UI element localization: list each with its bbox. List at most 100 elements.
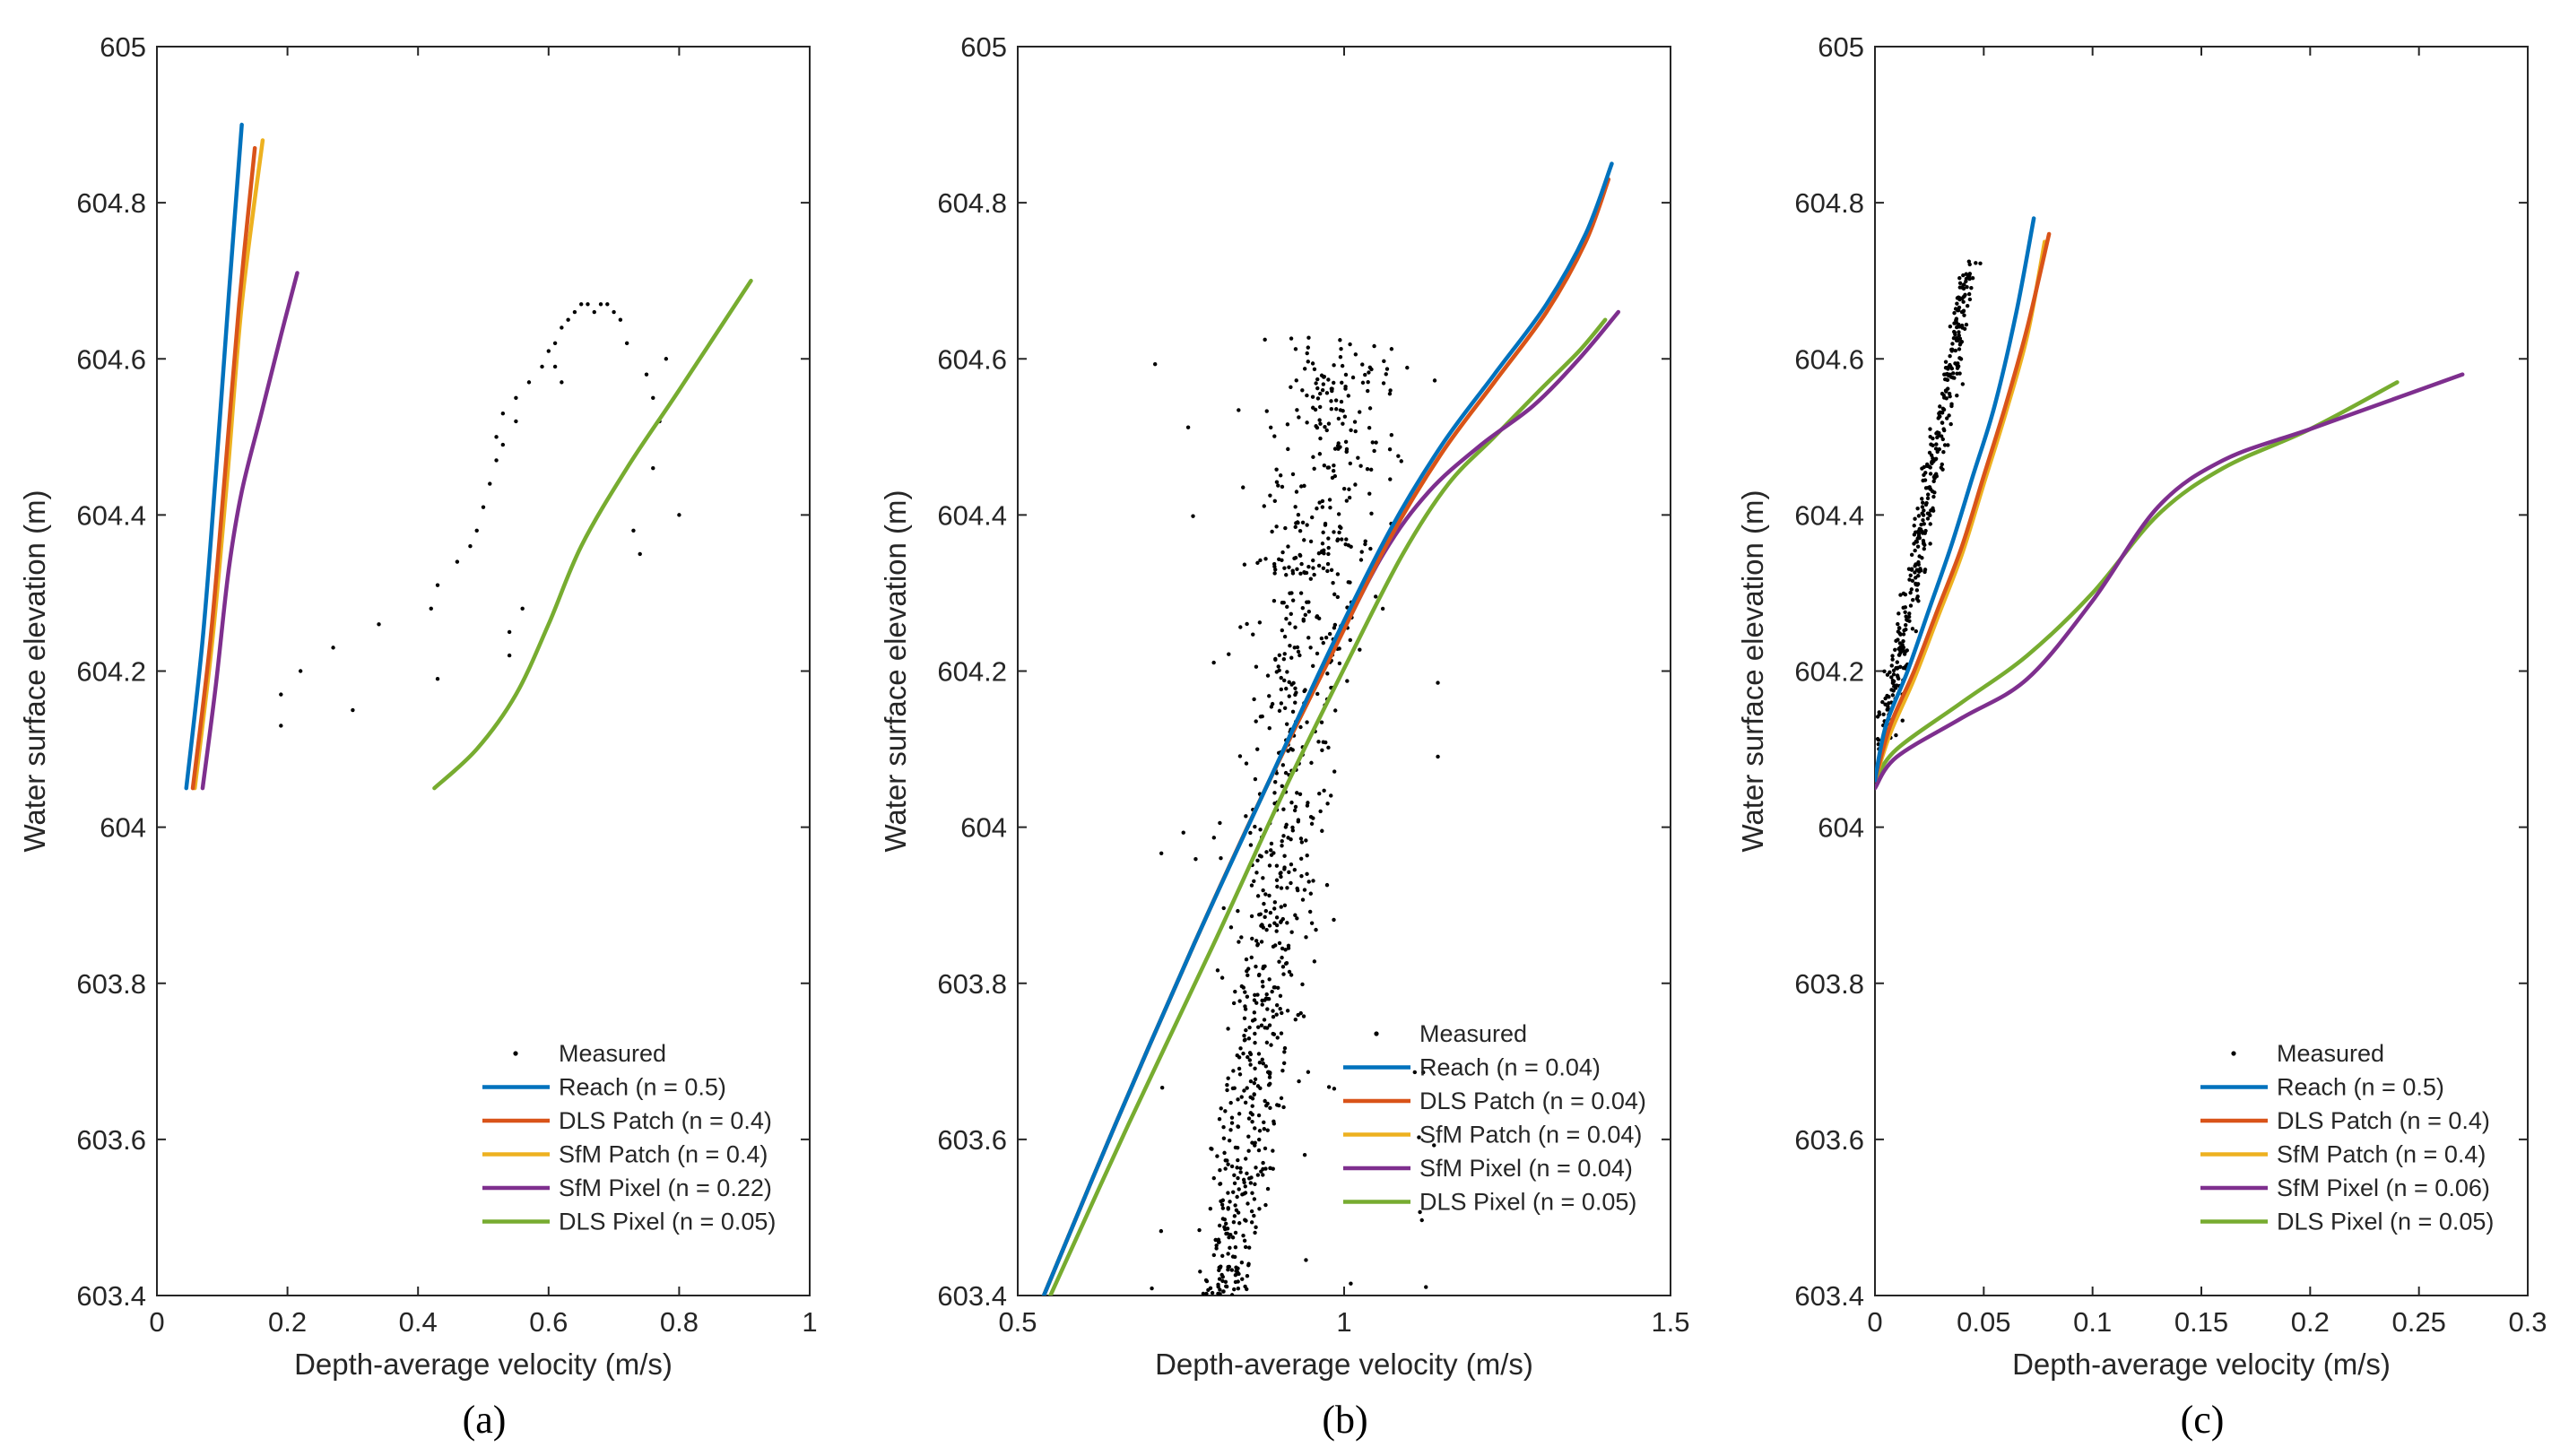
measured-point xyxy=(1247,1176,1252,1181)
measured-point xyxy=(1304,1258,1308,1262)
measured-point xyxy=(1321,740,1326,744)
measured-point xyxy=(1293,1017,1298,1022)
legend-label: Reach (n = 0.04) xyxy=(1419,1054,1601,1081)
measured-point xyxy=(1258,558,1263,563)
measured-point xyxy=(1309,760,1314,766)
measured-point xyxy=(1931,494,1936,499)
measured-point xyxy=(1314,381,1318,386)
measured-point xyxy=(1904,614,1908,619)
measured-point xyxy=(566,317,570,322)
measured-point xyxy=(1275,884,1280,889)
measured-point xyxy=(1282,706,1288,711)
measured-point xyxy=(1338,338,1342,342)
measured-point xyxy=(1292,808,1298,813)
measured-point xyxy=(1321,640,1325,646)
measured-point xyxy=(1367,426,1372,430)
measured-point xyxy=(1952,376,1957,380)
measured-point xyxy=(1921,518,1925,523)
measured-point xyxy=(1942,443,1948,447)
measured-point xyxy=(1325,672,1330,676)
measured-point xyxy=(1282,1045,1288,1051)
measured-point xyxy=(1298,553,1303,558)
measured-point xyxy=(1300,982,1305,987)
measured-point xyxy=(1245,1054,1250,1060)
measured-point xyxy=(1273,780,1278,784)
measured-point xyxy=(1875,736,1880,741)
measured-point xyxy=(1252,1213,1256,1218)
measured-point xyxy=(1209,1146,1213,1151)
measured-point xyxy=(1276,483,1280,488)
measured-point xyxy=(1265,1186,1271,1192)
measured-point xyxy=(1365,466,1370,472)
measured-point xyxy=(1287,680,1291,685)
measured-point xyxy=(1223,1158,1228,1163)
legend: Measured Reach (n = 0.04) DLS Patch (n = 0… xyxy=(1343,1020,1646,1216)
y-tick-label: 603.4 xyxy=(937,1280,1007,1312)
measured-point xyxy=(1293,913,1298,917)
measured-point xyxy=(1931,506,1935,511)
measured-point xyxy=(1913,548,1917,553)
measured-point xyxy=(1315,506,1319,511)
measured-point xyxy=(1252,1010,1257,1015)
measured-point xyxy=(1226,1076,1230,1080)
measured-point xyxy=(1312,959,1317,964)
measured-point xyxy=(1290,828,1296,833)
measured-point xyxy=(1286,749,1290,753)
measured-point xyxy=(1340,380,1344,385)
measured-point xyxy=(1306,880,1311,884)
measured-point xyxy=(1921,500,1925,505)
measured-point xyxy=(1290,709,1296,715)
y-tick-label: 604 xyxy=(1818,812,1864,844)
measured-point xyxy=(1340,537,1344,542)
measured-point xyxy=(1384,367,1390,371)
measured-point xyxy=(1271,1122,1277,1126)
measured-point xyxy=(1264,927,1269,932)
measured-point xyxy=(1250,1191,1254,1195)
measured-point xyxy=(1237,754,1243,758)
measured-point xyxy=(1252,879,1256,883)
measured-point xyxy=(1967,297,1973,302)
measured-point xyxy=(1896,637,1900,642)
measured-point xyxy=(1332,622,1338,628)
measured-point xyxy=(1259,854,1263,859)
measured-point xyxy=(1315,425,1320,430)
measured-point xyxy=(1337,530,1341,535)
measured-point xyxy=(1310,394,1315,399)
measured-point xyxy=(1959,309,1965,315)
measured-point xyxy=(1288,591,1292,595)
measured-point xyxy=(1317,452,1323,456)
measured-point xyxy=(1254,1166,1258,1170)
measured-point xyxy=(1359,550,1364,554)
measured-point xyxy=(1237,1055,1242,1060)
measured-point xyxy=(1925,511,1931,516)
measured-point xyxy=(1219,975,1225,980)
measured-point xyxy=(1432,378,1437,383)
measured-point xyxy=(1244,1157,1248,1161)
measured-point xyxy=(1957,336,1963,341)
measured-point xyxy=(1242,1088,1246,1093)
measured-point xyxy=(1237,1221,1242,1226)
measured-point xyxy=(1436,680,1440,685)
measured-point xyxy=(1294,490,1299,494)
measured-point xyxy=(1245,1171,1249,1176)
measured-point xyxy=(1217,1240,1221,1244)
measured-point xyxy=(1220,1274,1225,1279)
measured-point xyxy=(1228,1100,1233,1105)
measured-point xyxy=(1283,525,1288,531)
measured-point xyxy=(1321,382,1326,386)
measured-point xyxy=(1230,1235,1236,1240)
measured-point xyxy=(1293,524,1298,530)
measured-point xyxy=(1302,1152,1307,1157)
measured-point xyxy=(1332,626,1337,630)
measured-point xyxy=(1241,1051,1245,1056)
measured-point xyxy=(1263,892,1268,897)
measured-point xyxy=(1328,505,1332,510)
measured-point xyxy=(1287,870,1291,874)
measured-point xyxy=(1268,425,1273,429)
measured-point xyxy=(1275,1036,1280,1040)
measured-point xyxy=(1311,455,1315,459)
measured-point xyxy=(1271,851,1276,855)
measured-point xyxy=(1315,386,1320,391)
measured-point xyxy=(1368,546,1373,551)
measured-point xyxy=(1239,984,1245,989)
